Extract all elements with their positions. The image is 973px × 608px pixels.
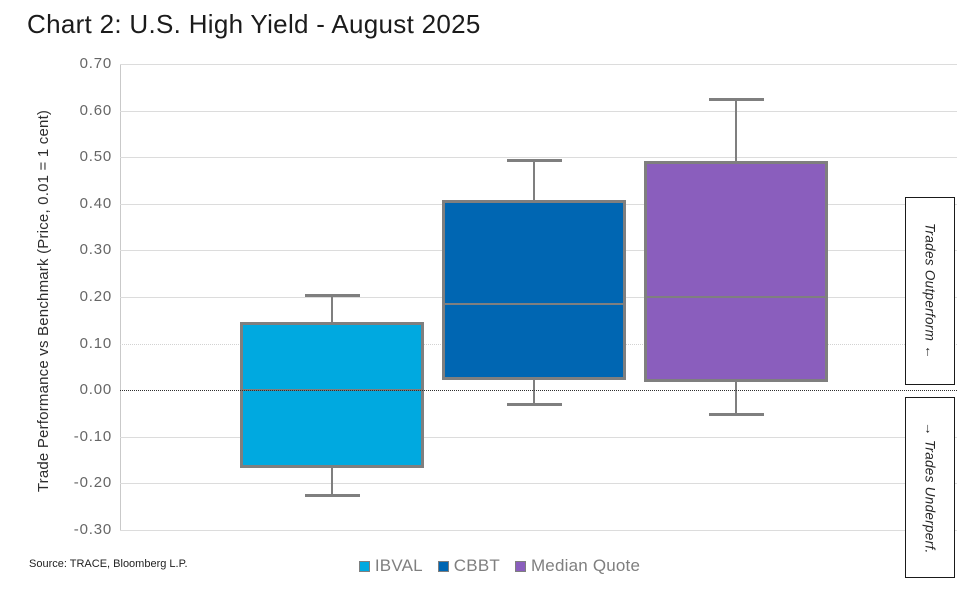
gridline--0.20 [120,483,957,485]
box-CBBT [442,200,626,380]
legend-label-median-quote: Median Quote [530,556,641,575]
y-tick-label-0.20: 0.20 [79,288,112,305]
page-title: Chart 2: U.S. High Yield - August 2025 [27,9,481,39]
median-line-CBBT [442,302,626,305]
source-note: Source: TRACE, Bloomberg L.P. [29,558,188,570]
zero-line [120,390,957,392]
legend-swatch-cbbt [437,560,449,572]
median-line-Median Quote [644,296,828,298]
annotation-trades-underperform: → Trades Underperf. [905,397,955,578]
gridline--0.10 [120,436,957,438]
box-IBVAL [240,321,424,469]
y-tick-label-0.60: 0.60 [79,101,112,119]
box-Median Quote [644,160,828,382]
legend-item-median-quote: Median Quote [514,556,641,576]
whisker-stem-top-CBBT [533,159,535,202]
annotation-trades-underperform-label: → Trades Underperf. [922,421,938,554]
whisker-stem-top-IBVAL [331,294,333,323]
y-tick-label--0.10: -0.10 [73,427,112,445]
annotation-trades-outperform-label: Trades Outperform ← [922,223,938,359]
y-tick-label-0.00: 0.00 [79,381,112,399]
whisker-stem-bottom-IBVAL [331,467,333,496]
legend-item-cbbt: CBBT [437,556,500,576]
y-tick-label-0.10: 0.10 [79,334,112,352]
y-tick-label--0.20: -0.20 [73,474,112,492]
gridline-0.70 [120,64,957,65]
legend: IBVAL CBBT Median Quote [0,556,973,576]
gridline--0.30 [120,530,957,531]
y-tick-label-0.40: 0.40 [79,194,112,212]
whisker-stem-bottom-CBBT [533,378,535,405]
legend-item-ibval: IBVAL [358,556,423,576]
legend-label-cbbt: CBBT [453,556,500,575]
whisker-cap-bottom-Median Quote [708,412,764,416]
y-tick-label-0.50: 0.50 [79,148,112,166]
legend-swatch-ibval [358,560,370,572]
y-tick-label-0.70: 0.70 [79,55,112,72]
whisker-cap-bottom-IBVAL [304,494,360,498]
y-tick-label--0.30: -0.30 [73,521,112,538]
whisker-stem-top-Median Quote [735,98,737,162]
y-tick-label-0.30: 0.30 [79,241,112,259]
legend-label-ibval: IBVAL [374,556,423,575]
gridline-0.60 [120,110,957,112]
legend-swatch-median-quote [514,560,526,572]
plot-area [120,64,957,531]
annotation-trades-outperform: Trades Outperform ← [905,197,955,385]
whisker-stem-bottom-Median Quote [735,380,737,414]
gridline-0.50 [120,157,957,159]
whisker-cap-bottom-CBBT [506,403,562,407]
